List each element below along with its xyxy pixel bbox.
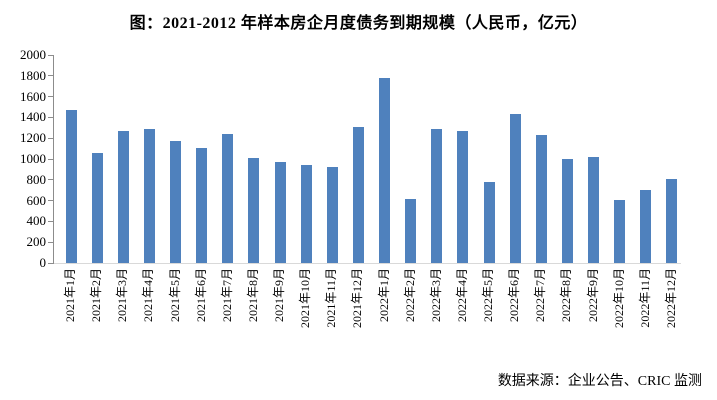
chart-bar bbox=[666, 178, 678, 263]
chart-title: 图：2021-2012 年样本房企月度债务到期规模（人民币，亿元） bbox=[129, 15, 588, 32]
data-source-note: 数据来源：企业公告、CRIC 监测 bbox=[497, 374, 702, 389]
y-tick-label: 2000 bbox=[20, 47, 46, 62]
x-tick-label: 2022年9月 bbox=[586, 266, 600, 356]
x-tick-label-text: 2021年11月 bbox=[324, 268, 339, 328]
x-tick-label-text: 2021年9月 bbox=[272, 268, 287, 323]
x-tick-label-text: 2022年3月 bbox=[428, 268, 443, 323]
y-tick-label: 800 bbox=[26, 171, 47, 187]
x-axis-line bbox=[54, 263, 681, 264]
y-tick-mark bbox=[48, 137, 54, 139]
chart-bar bbox=[457, 131, 469, 263]
x-tick-label: 2022年6月 bbox=[507, 266, 521, 356]
y-tick-mark bbox=[48, 241, 54, 243]
chart-bar bbox=[91, 152, 103, 263]
x-tick-label-text: 2021年12月 bbox=[350, 268, 365, 329]
x-tick-label: 2021年9月 bbox=[272, 266, 286, 356]
y-tick-label: 600 bbox=[26, 192, 47, 208]
y-tick-label: 1800 bbox=[20, 67, 46, 83]
x-tick-label: 2022年11月 bbox=[638, 266, 652, 356]
chart-bar bbox=[300, 165, 312, 263]
chart-bar bbox=[352, 126, 364, 263]
x-tick-label-text: 2021年10月 bbox=[298, 268, 313, 329]
chart-bar bbox=[143, 129, 155, 263]
x-tick-label: 2021年3月 bbox=[115, 266, 129, 356]
y-tick-mark bbox=[48, 96, 54, 98]
y-tick-label: 1600 bbox=[20, 88, 46, 104]
x-tick-label: 2021年2月 bbox=[89, 266, 103, 356]
chart-bar bbox=[405, 199, 417, 263]
x-tick-label: 2021年1月 bbox=[63, 266, 77, 356]
chart-bar bbox=[614, 200, 626, 263]
chart-bar bbox=[117, 130, 129, 263]
x-tick-label: 2022年8月 bbox=[559, 266, 573, 356]
x-tick-label: 2021年4月 bbox=[141, 266, 155, 356]
x-tick-label: 2022年3月 bbox=[429, 266, 443, 356]
x-tick-label-text: 2022年9月 bbox=[585, 268, 600, 323]
chart-bar bbox=[640, 189, 652, 263]
y-tick-label: 0 bbox=[39, 255, 47, 270]
x-tick-label-text: 2021年3月 bbox=[115, 268, 130, 323]
x-tick-label: 2022年5月 bbox=[481, 266, 495, 356]
y-tick-mark bbox=[48, 54, 54, 56]
y-tick-mark bbox=[48, 220, 54, 222]
chart-bar bbox=[483, 182, 495, 263]
chart-bar bbox=[326, 167, 338, 263]
y-tick-mark bbox=[48, 158, 54, 160]
chart-bar bbox=[509, 113, 521, 263]
x-tick-label-text: 2021年6月 bbox=[193, 268, 208, 323]
y-tick-label: 200 bbox=[26, 234, 47, 250]
y-tick-mark bbox=[48, 262, 54, 264]
x-tick-label: 2021年7月 bbox=[220, 266, 234, 356]
chart-bar bbox=[431, 128, 443, 263]
chart-bar bbox=[588, 156, 600, 263]
x-tick-label: 2021年5月 bbox=[168, 266, 182, 356]
y-tick-mark bbox=[48, 200, 54, 202]
y-tick-mark bbox=[48, 179, 54, 181]
x-tick-label-text: 2022年1月 bbox=[376, 268, 391, 323]
x-tick-label-text: 2022年8月 bbox=[559, 268, 574, 323]
chart-bar bbox=[65, 110, 77, 263]
y-tick-label: 1400 bbox=[20, 109, 46, 125]
x-tick-label-text: 2022年12月 bbox=[663, 268, 678, 329]
y-tick-label: 1200 bbox=[20, 130, 46, 146]
x-tick-label-text: 2022年11月 bbox=[637, 268, 652, 328]
chart-bar bbox=[274, 162, 286, 263]
x-tick-label-text: 2022年4月 bbox=[454, 268, 469, 323]
x-tick-label: 2021年8月 bbox=[246, 266, 260, 356]
x-tick-label: 2022年7月 bbox=[533, 266, 547, 356]
x-tick-label-text: 2021年5月 bbox=[167, 268, 182, 323]
x-tick-label-text: 2022年2月 bbox=[402, 268, 417, 323]
x-tick-label-text: 2022年10月 bbox=[611, 268, 626, 329]
x-tick-label: 2022年4月 bbox=[455, 266, 469, 356]
x-tick-label: 2022年10月 bbox=[612, 266, 626, 356]
x-tick-label-text: 2021年8月 bbox=[245, 268, 260, 323]
x-tick-label-text: 2021年1月 bbox=[63, 268, 78, 323]
y-tick-label: 400 bbox=[26, 213, 47, 229]
y-tick-label: 1000 bbox=[20, 151, 46, 166]
x-tick-label: 2021年11月 bbox=[324, 266, 338, 356]
x-tick-label-text: 2022年5月 bbox=[481, 268, 496, 323]
x-tick-label: 2021年12月 bbox=[350, 266, 364, 356]
y-tick-mark bbox=[48, 75, 54, 77]
chart-bar bbox=[379, 77, 391, 263]
x-tick-label: 2022年2月 bbox=[403, 266, 417, 356]
plot-area: 0 200 400 600 800 1000 1200 1400 1600 1800 2000 20… bbox=[20, 47, 681, 328]
x-tick-label: 2022年1月 bbox=[377, 266, 391, 356]
y-tick-mark bbox=[48, 116, 54, 118]
x-tick-label: 2022年12月 bbox=[664, 266, 678, 356]
x-tick-label-text: 2021年2月 bbox=[89, 268, 104, 323]
chart-bar bbox=[222, 134, 234, 263]
chart-bar bbox=[561, 159, 573, 263]
chart-bar bbox=[248, 158, 260, 263]
x-tick-label-text: 2022年6月 bbox=[507, 268, 522, 323]
x-tick-label-text: 2021年4月 bbox=[141, 268, 156, 323]
x-tick-label-text: 2022年7月 bbox=[533, 268, 548, 323]
x-tick-label: 2021年6月 bbox=[194, 266, 208, 356]
chart-bar bbox=[535, 134, 547, 263]
chart-bar bbox=[170, 141, 182, 263]
x-tick-label: 2021年10月 bbox=[298, 266, 312, 356]
chart-bar bbox=[196, 147, 208, 263]
x-tick-label-text: 2021年7月 bbox=[219, 268, 234, 323]
